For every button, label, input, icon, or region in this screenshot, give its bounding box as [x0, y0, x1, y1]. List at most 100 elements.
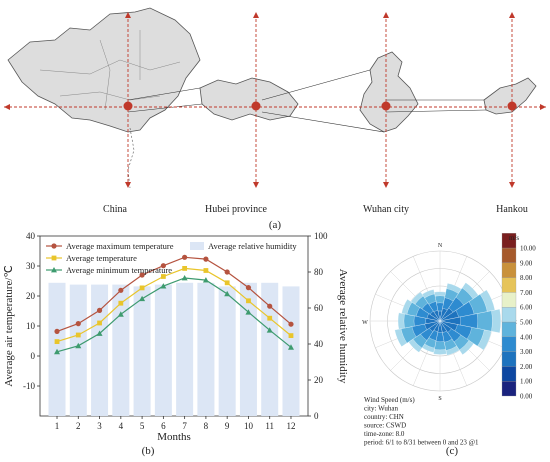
wind-info-line: time-zone: 8.0: [364, 430, 405, 438]
series-line: [56, 267, 292, 343]
colorbar-label: 0.00: [520, 393, 533, 401]
colorbar-label: 7.00: [520, 289, 533, 297]
nine-dash-line: [127, 127, 135, 189]
series-line: [56, 256, 292, 332]
y-tick-label: 10: [26, 321, 36, 331]
crosshairs: [4, 14, 546, 186]
x-tick-label: 2: [76, 421, 81, 431]
colorbar-segment: [501, 233, 517, 249]
x-tick-label: 6: [161, 421, 166, 431]
x-tick-label: 5: [140, 421, 145, 431]
rose-petal: [439, 320, 458, 332]
data-point: [203, 256, 209, 262]
colorbar-segment: [501, 247, 517, 263]
humidity-bar: [282, 286, 300, 416]
colorbar-segment: [501, 321, 517, 337]
wind-info-line: city: Wuhan: [364, 405, 398, 413]
map-label-hankou: Hankou: [496, 204, 528, 215]
x-tick-label: 4: [119, 421, 124, 431]
rose-petal: [437, 320, 443, 333]
data-point: [139, 272, 145, 278]
humidity-bar: [261, 282, 279, 416]
y2-axis-title: Average relative humidity: [337, 269, 349, 384]
temperature-lines: [54, 254, 294, 355]
colorbar-segment: [501, 262, 517, 278]
y-tick-label: 40: [26, 231, 36, 241]
wind-info-line: Wind Speed (m/s): [364, 396, 415, 404]
y2-tick-label: 0: [314, 411, 319, 421]
legend-label: Average maximum temperature: [66, 241, 174, 251]
map-label-hubei: Hubei province: [205, 204, 267, 215]
y-axis-right: 0 20 40 60 80 100: [308, 231, 328, 421]
legend-label: Average relative humidity: [208, 241, 297, 251]
rose-petal: [425, 318, 441, 324]
x-axis: 1 2 3 4 5 6 7 8 9 10 11 12: [55, 416, 295, 431]
data-point: [182, 254, 188, 260]
y-tick-label: 30: [26, 261, 36, 271]
y-axis-left: -10 0 10 20 30 40: [23, 231, 40, 391]
panel-tag-c: (c): [446, 445, 459, 457]
data-point: [224, 269, 230, 275]
colorbar-segment: [501, 366, 517, 382]
location-dots: [123, 101, 517, 111]
x-tick-label: 12: [286, 421, 295, 431]
colorbar-label: 3.00: [520, 348, 533, 356]
x-tick-label: 8: [204, 421, 209, 431]
data-point: [139, 285, 145, 291]
data-point: [288, 333, 294, 338]
colorbar-segment: [501, 351, 517, 367]
data-point: [224, 280, 230, 286]
y2-tick-label: 40: [314, 339, 324, 349]
china-province-lines: [39, 30, 181, 111]
x-tick-label: 7: [182, 421, 187, 431]
data-point: [54, 339, 60, 344]
map-label-wuhan: Wuhan city: [363, 204, 409, 215]
panel-a: China Hubei province Wuhan city Hankou (…: [4, 7, 546, 231]
y-axis-title: Average air temperature/℃: [3, 265, 15, 386]
rose-petal: [429, 310, 441, 322]
data-point: [96, 330, 103, 336]
legend-label: Average minimum temperature: [66, 265, 172, 275]
data-point: [139, 295, 146, 302]
data-point: [118, 287, 124, 293]
compass-label: W: [362, 320, 368, 326]
data-point: [182, 266, 188, 271]
rose-petal: [439, 320, 452, 333]
rose-petal: [424, 320, 441, 330]
humidity-bar: [69, 284, 87, 416]
colorbar-label: 2.00: [520, 363, 533, 371]
data-point: [54, 348, 61, 355]
rose-petal: [433, 310, 441, 322]
y2-tick-label: 60: [314, 303, 324, 313]
y2-tick-label: 20: [314, 375, 324, 385]
x-axis-title: Months: [157, 431, 191, 443]
colorbar-label: 10.00: [520, 245, 536, 253]
data-point: [267, 315, 273, 321]
colorbar-segment: [501, 277, 517, 293]
humidity-bars: [48, 282, 300, 416]
colorbar-label: 4.00: [520, 333, 533, 341]
data-point: [51, 267, 57, 273]
y-tick-label: 20: [26, 291, 36, 301]
colorbar-unit: m/s: [509, 234, 519, 242]
colorbar-label: 5.00: [520, 319, 533, 327]
colorbar-label: 9.00: [520, 259, 533, 267]
y2-tick-label: 100: [314, 231, 328, 241]
panel-tag-a: (a): [269, 219, 282, 231]
zoom-connectors: [127, 69, 487, 133]
compass-label: S: [438, 396, 441, 402]
data-point: [181, 275, 188, 281]
data-point: [246, 298, 251, 304]
wind-info-line: source: CSWD: [364, 422, 406, 430]
data-point: [75, 321, 81, 327]
data-point: [54, 328, 60, 334]
humidity-bar: [176, 282, 194, 416]
wind-info-line: period: 6/1 to 8/31 between 0 and 23 @1: [364, 439, 479, 447]
humidity-bar: [133, 286, 151, 416]
y-tick-label: 0: [31, 351, 36, 361]
humidity-bar: [91, 284, 109, 416]
china-map: [7, 7, 201, 133]
hankou-map: [483, 77, 537, 115]
data-point: [245, 309, 252, 315]
